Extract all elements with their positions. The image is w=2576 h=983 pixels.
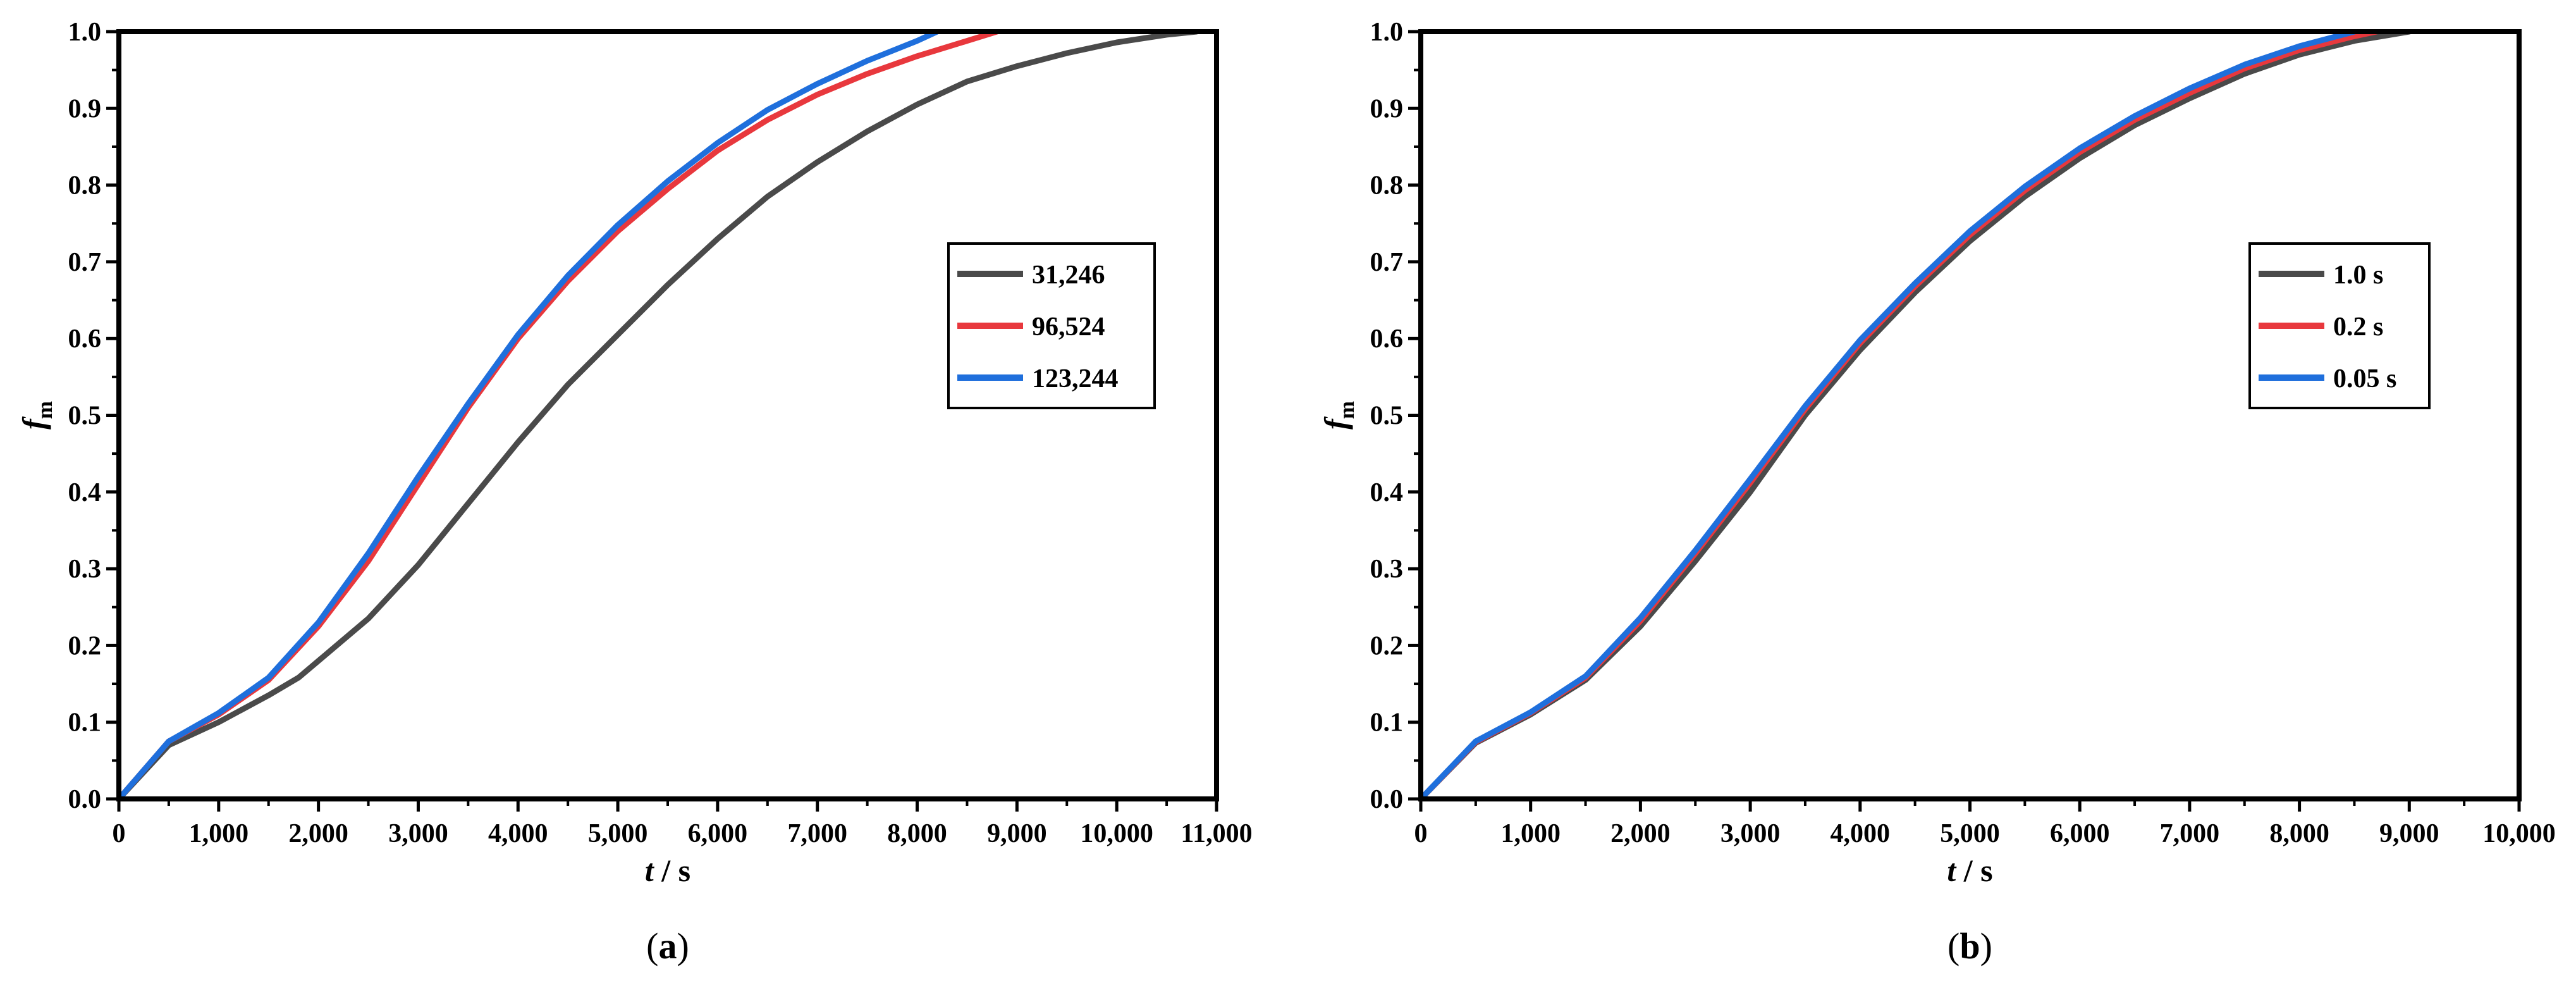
- x-axis-unit: / s: [1956, 853, 1992, 888]
- y-tick-label: 0.1: [1370, 708, 1404, 738]
- x-tick-label: 9,000: [2379, 819, 2439, 848]
- x-tick-label: 5,000: [588, 819, 648, 848]
- x-tick-label: 5,000: [1940, 819, 2000, 848]
- series-line-1: [119, 32, 1000, 799]
- x-tick-label: 1,000: [1500, 819, 1561, 848]
- x-tick-label: 10,000: [1080, 819, 1153, 848]
- panel-label: (b): [1947, 925, 1992, 967]
- legend-label-1: 0.2 s: [2333, 312, 2383, 342]
- y-tick-label: 0.5: [68, 402, 102, 431]
- x-tick-label: 9,000: [987, 819, 1047, 848]
- y-tick-label: 0.0: [68, 785, 102, 814]
- legend: 1.0 s 0.2 s 0.05 s: [2248, 242, 2431, 409]
- x-tick-label: 1,000: [189, 819, 249, 848]
- x-tick-label: 7,000: [2160, 819, 2220, 848]
- panel-label-letter: a: [659, 925, 677, 967]
- x-axis-var: t: [645, 853, 655, 888]
- y-tick-label: 0.9: [68, 94, 102, 123]
- legend-label-0: 31,246: [1032, 261, 1105, 290]
- y-axis-var: f: [1318, 416, 1353, 430]
- legend-label-0: 1.0 s: [2333, 261, 2383, 290]
- x-tick-label: 10,000: [2482, 819, 2556, 848]
- y-tick-label: 0.5: [1370, 402, 1404, 431]
- x-tick-label: 8,000: [887, 819, 947, 848]
- y-tick-label: 0.8: [68, 171, 102, 201]
- y-tick-label: 0.4: [68, 478, 102, 507]
- x-tick-label: 0: [113, 819, 126, 848]
- plot-frame: [1418, 29, 2522, 801]
- y-tick-label: 0.7: [1370, 248, 1404, 277]
- y-tick-label: 0.8: [1370, 171, 1404, 201]
- y-tick-label: 0.3: [68, 555, 102, 584]
- panel-label-close: ): [1980, 925, 1992, 967]
- x-axis-title: t / s: [1947, 853, 1992, 888]
- legend-label-2: 123,244: [1032, 364, 1119, 393]
- x-tick-label: 7,000: [787, 819, 847, 848]
- x-axis-title: t / s: [645, 853, 690, 888]
- x-axis-var: t: [1947, 853, 1957, 888]
- x-tick-label: 2,000: [1610, 819, 1671, 848]
- y-tick-label: 0.4: [1370, 478, 1404, 507]
- y-axis-title: fm: [1318, 401, 1359, 430]
- y-axis-title: fm: [16, 401, 57, 430]
- y-tick-label: 0.1: [68, 708, 102, 738]
- y-tick-label: 0.9: [1370, 94, 1404, 123]
- series-line-0: [119, 32, 1199, 799]
- y-tick-label: 0.3: [1370, 555, 1404, 584]
- legend-label-2: 0.05 s: [2333, 364, 2396, 393]
- x-tick-label: 6,000: [2050, 819, 2110, 848]
- x-tick-label: 0: [1414, 819, 1428, 848]
- y-axis-subscript: m: [34, 401, 57, 419]
- series-lines: [119, 32, 1199, 799]
- y-tick-label: 0.7: [68, 248, 102, 277]
- y-tick-label: 1.0: [68, 18, 102, 47]
- x-axis-unit: / s: [654, 853, 690, 888]
- y-tick-label: 0.6: [1370, 325, 1404, 354]
- series-line-2: [1421, 32, 2357, 799]
- y-tick-label: 0.2: [1370, 631, 1404, 660]
- y-tick-label: 0.2: [68, 631, 102, 660]
- series-line-1: [1421, 32, 2379, 799]
- y-tick-label: 0.6: [68, 325, 102, 354]
- series-lines: [1421, 32, 2412, 799]
- x-tick-label: 4,000: [1831, 819, 1891, 848]
- series-line-2: [119, 32, 940, 799]
- chart-panel-b: 0 1,000 2,000 3,000 4,000 5,000 6,000 7,000 8,00…: [1318, 18, 2556, 967]
- legend: 31,246 96,524 123,244: [947, 242, 1156, 409]
- x-tick-label: 6,000: [688, 819, 748, 848]
- panel-label-close: ): [677, 925, 689, 967]
- chart-panel-a: 0 1,000 2,000 3,000 4,000 5,000 6,000 7,000 8,00…: [16, 18, 1253, 967]
- x-tick-label: 11,000: [1181, 819, 1252, 848]
- y-tick-label: 0.0: [1370, 785, 1404, 814]
- y-axis-var: f: [16, 416, 51, 430]
- x-tick-label: 4,000: [488, 819, 548, 848]
- x-tick-label: 8,000: [2269, 819, 2329, 848]
- x-tick-label: 2,000: [288, 819, 348, 848]
- x-tick-label: 3,000: [388, 819, 448, 848]
- y-axis-subscript: m: [1335, 401, 1359, 419]
- y-tick-label: 1.0: [1370, 18, 1404, 47]
- x-tick-label: 3,000: [1720, 819, 1781, 848]
- panel-label-open: (: [646, 925, 658, 967]
- legend-label-1: 96,524: [1032, 312, 1105, 342]
- panel-label-letter: b: [1960, 925, 1980, 967]
- panel-label-open: (: [1947, 925, 1960, 967]
- panel-label: (a): [646, 925, 689, 967]
